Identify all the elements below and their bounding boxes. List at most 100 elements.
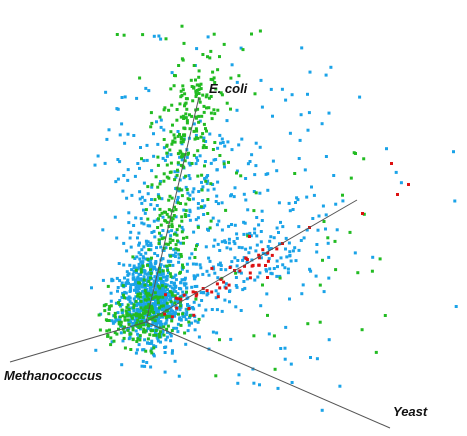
point-green xyxy=(153,291,157,295)
point-blue xyxy=(90,286,93,290)
point-green xyxy=(107,319,111,322)
point-green xyxy=(173,136,177,140)
point-blue xyxy=(129,286,133,290)
point-blue xyxy=(139,273,143,276)
point-blue xyxy=(151,322,155,326)
point-green xyxy=(171,123,174,127)
point-blue xyxy=(242,220,246,224)
point-blue xyxy=(113,320,117,324)
point-blue xyxy=(276,265,279,269)
point-blue xyxy=(105,137,109,141)
point-green xyxy=(139,267,143,271)
point-green xyxy=(184,116,188,120)
point-blue xyxy=(161,279,165,283)
point-green xyxy=(181,312,185,316)
point-blue xyxy=(175,326,179,330)
point-blue xyxy=(232,240,236,243)
point-red xyxy=(210,290,214,294)
point-green xyxy=(183,133,187,137)
point-blue xyxy=(235,108,239,112)
point-green xyxy=(157,195,161,199)
point-blue xyxy=(136,288,140,292)
point-green xyxy=(106,334,110,338)
point-blue xyxy=(275,169,279,173)
point-blue xyxy=(214,158,218,161)
point-blue xyxy=(275,226,279,230)
point-blue xyxy=(162,128,166,132)
point-blue xyxy=(135,255,139,259)
point-blue xyxy=(202,291,206,295)
point-blue xyxy=(217,263,221,267)
point-green xyxy=(176,152,180,156)
point-blue xyxy=(267,257,271,261)
point-blue xyxy=(163,289,167,293)
point-blue xyxy=(109,299,113,303)
point-blue xyxy=(214,200,218,203)
point-blue xyxy=(152,354,156,358)
point-blue xyxy=(453,199,457,203)
point-blue xyxy=(128,236,132,240)
axis-methanococcus xyxy=(9,321,147,363)
point-green xyxy=(123,325,126,329)
point-blue xyxy=(156,254,160,258)
point-blue xyxy=(152,154,156,158)
point-blue xyxy=(317,214,321,218)
point-blue xyxy=(294,259,298,263)
point-blue xyxy=(144,251,148,255)
point-blue xyxy=(188,218,192,222)
point-blue xyxy=(149,244,153,247)
point-red xyxy=(243,264,246,268)
point-blue xyxy=(156,275,160,279)
point-green xyxy=(164,242,168,246)
point-green xyxy=(172,133,176,137)
point-blue xyxy=(203,204,207,208)
point-blue xyxy=(143,294,147,298)
point-blue xyxy=(163,303,167,307)
point-blue xyxy=(120,281,124,285)
point-green xyxy=(211,148,215,151)
point-blue xyxy=(195,47,199,51)
point-green xyxy=(146,185,150,189)
point-red xyxy=(266,276,269,279)
point-green xyxy=(196,149,200,153)
point-red xyxy=(248,271,252,275)
point-blue xyxy=(116,289,119,293)
point-blue xyxy=(213,238,217,242)
point-blue xyxy=(327,111,331,115)
point-blue xyxy=(101,278,105,282)
point-blue xyxy=(158,320,162,324)
point-blue xyxy=(159,281,163,284)
point-green xyxy=(160,304,163,308)
point-green xyxy=(173,294,177,298)
point-blue xyxy=(129,283,133,287)
point-green xyxy=(147,292,150,296)
point-blue xyxy=(115,276,119,280)
point-blue xyxy=(110,319,114,323)
point-blue xyxy=(220,137,224,141)
point-green xyxy=(220,93,224,97)
point-blue xyxy=(135,308,139,312)
point-blue xyxy=(296,198,300,202)
point-green xyxy=(175,228,179,232)
point-blue xyxy=(260,209,264,213)
point-blue xyxy=(137,262,141,266)
point-blue xyxy=(163,282,167,286)
point-blue xyxy=(327,338,331,342)
point-blue xyxy=(119,331,123,335)
point-blue xyxy=(163,264,167,268)
point-blue xyxy=(139,253,143,257)
axis-yeast xyxy=(145,199,358,323)
point-green xyxy=(141,316,145,319)
point-blue xyxy=(241,258,245,262)
point-green xyxy=(167,208,171,212)
point-blue xyxy=(137,343,141,347)
point-blue xyxy=(125,249,129,253)
point-blue xyxy=(237,143,241,147)
point-blue xyxy=(327,255,331,259)
point-blue xyxy=(140,290,144,294)
point-green xyxy=(185,188,189,192)
point-green xyxy=(176,239,179,243)
point-blue xyxy=(232,195,236,199)
point-blue xyxy=(269,87,273,91)
point-blue xyxy=(275,274,279,278)
